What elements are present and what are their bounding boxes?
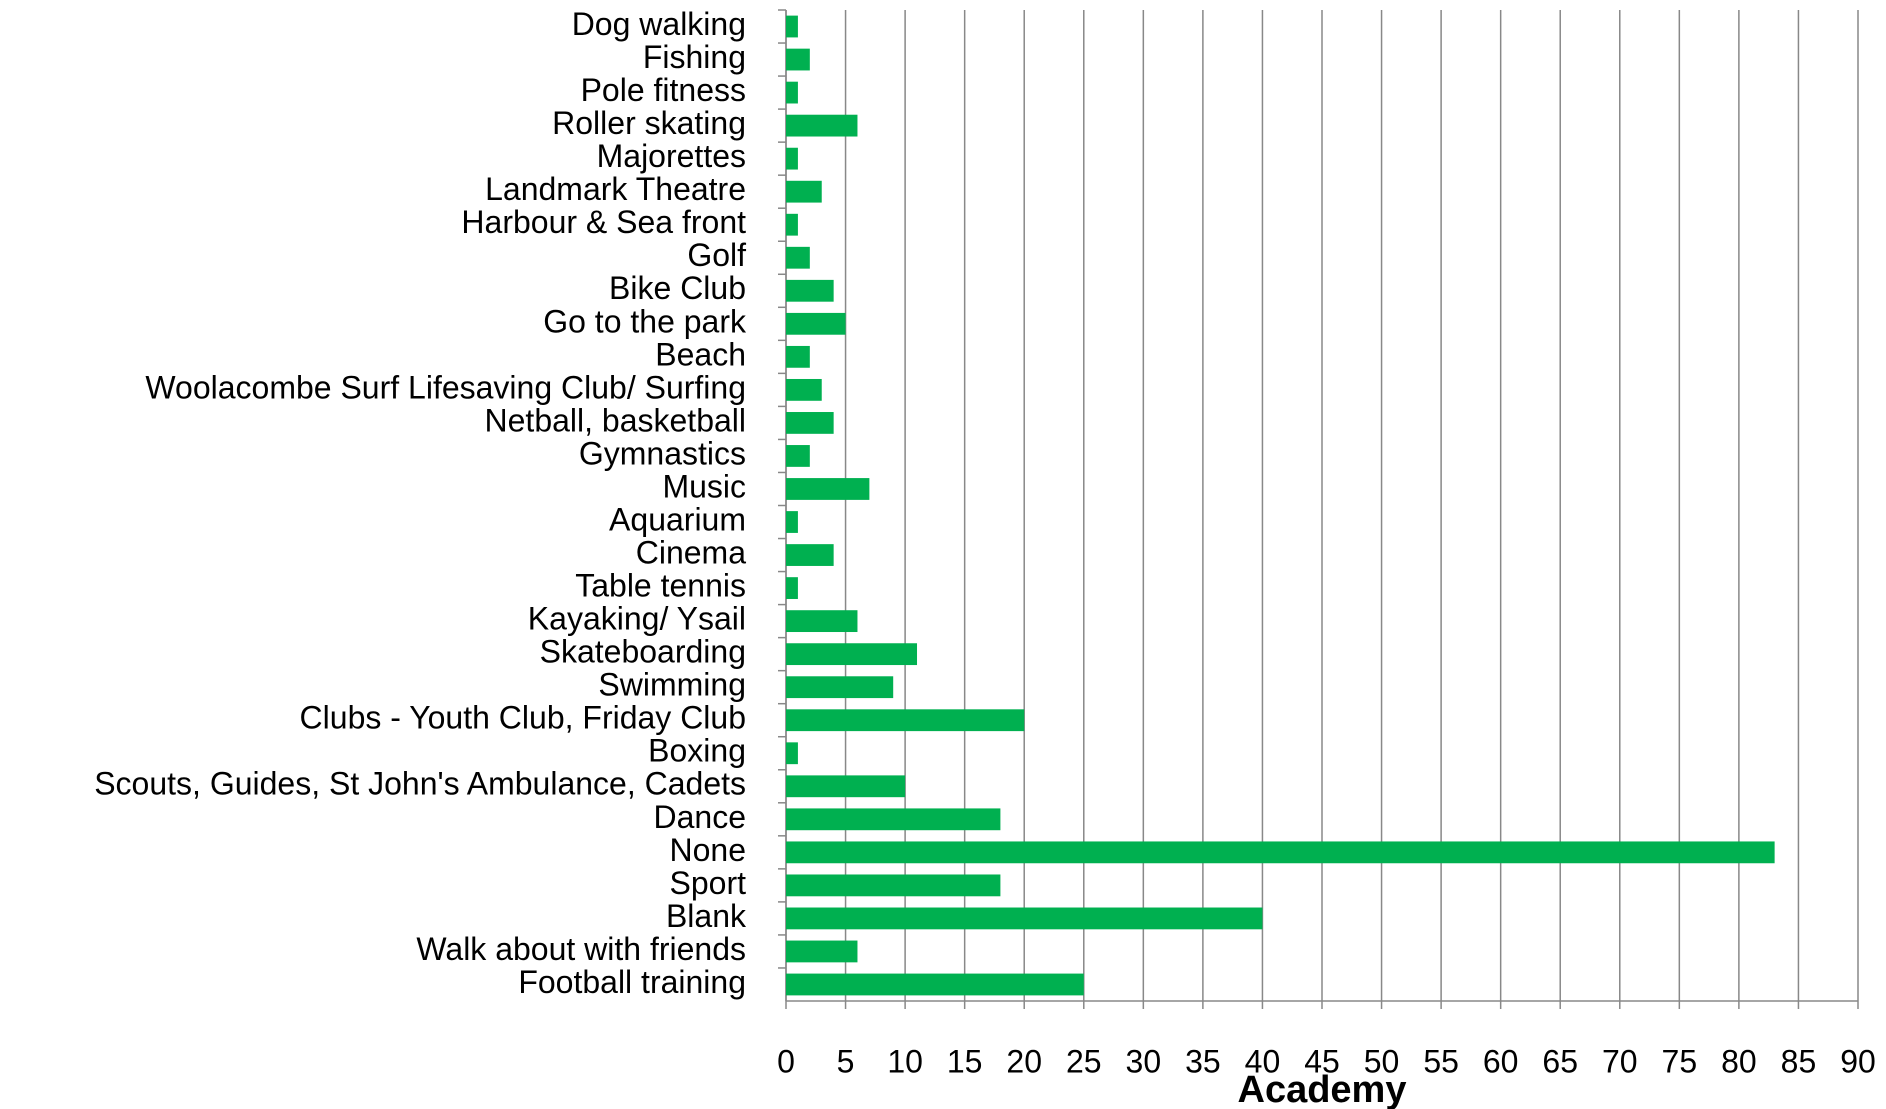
y-tick-label: Scouts, Guides, St John's Ambulance, Cad… (94, 766, 746, 802)
y-tick-label: Cinema (636, 535, 746, 571)
y-tick-label: Music (662, 468, 746, 504)
y-tick-label: Aquarium (609, 501, 746, 537)
y-tick-label: Woolacombe Surf Lifesaving Club/ Surfing (145, 369, 746, 405)
x-tick-label: 60 (1483, 1043, 1519, 1079)
x-tick-label: 40 (1245, 1043, 1281, 1079)
bar (786, 15, 798, 38)
bar (786, 841, 1775, 864)
y-tick-label: Table tennis (575, 568, 746, 604)
x-tick-label: 30 (1126, 1043, 1162, 1079)
y-tick-label: Dog walking (572, 6, 746, 42)
bar (786, 676, 894, 699)
x-tick-label: 25 (1066, 1043, 1102, 1079)
x-tick-label: 45 (1304, 1043, 1340, 1079)
x-axis-label: Academy (1238, 1069, 1407, 1109)
x-tick-label: 35 (1185, 1043, 1221, 1079)
x-tick-label: 90 (1840, 1043, 1876, 1079)
x-tick-label: 75 (1662, 1043, 1698, 1079)
y-tick-label: Bike Club (609, 270, 746, 306)
bar (786, 478, 870, 500)
x-tick-label: 5 (837, 1043, 855, 1079)
bar (786, 114, 858, 137)
y-tick-label: Swimming (598, 667, 746, 703)
y-tick-label: Majorettes (597, 138, 746, 174)
y-tick-label: Clubs - Youth Club, Friday Club (300, 700, 746, 736)
y-tick-label: Pole fitness (581, 72, 746, 108)
y-tick-label: Go to the park (543, 303, 747, 339)
x-tick-label: 55 (1423, 1043, 1459, 1079)
x-tick-label: 10 (887, 1043, 923, 1079)
y-tick-label: Sport (670, 865, 747, 901)
bar (786, 180, 822, 203)
bar (786, 147, 798, 170)
y-tick-label: Kayaking/ Ysail (528, 601, 746, 637)
bar (786, 511, 798, 533)
bar (786, 742, 798, 765)
y-tick-label: Landmark Theatre (485, 171, 746, 207)
y-tick-label: Roller skating (552, 105, 746, 141)
bar (786, 345, 810, 368)
y-tick-label: Beach (655, 336, 746, 372)
bar (786, 312, 846, 335)
x-tick-label: 85 (1781, 1043, 1817, 1079)
bar (786, 412, 834, 434)
x-tick-label: 70 (1602, 1043, 1638, 1079)
y-tick-label: Fishing (643, 39, 746, 75)
bar (786, 907, 1263, 930)
bar (786, 279, 834, 302)
y-tick-label: None (670, 832, 747, 868)
bar (786, 544, 834, 566)
x-tick-label: 80 (1721, 1043, 1757, 1079)
bar (786, 246, 810, 269)
x-tick-label: 20 (1006, 1043, 1042, 1079)
bar (786, 213, 798, 236)
y-tick-label: Golf (687, 237, 746, 273)
x-tick-label: 0 (777, 1043, 795, 1079)
bar (786, 709, 1025, 732)
y-tick-label: Football training (518, 964, 746, 1000)
y-tick-label: Walk about with friends (416, 931, 746, 967)
bar (786, 874, 1001, 897)
bar (786, 378, 822, 401)
bar (786, 81, 798, 104)
bar (786, 643, 918, 666)
y-tick-label: Skateboarding (540, 634, 746, 670)
bar (786, 48, 810, 71)
bar (786, 445, 810, 467)
y-tick-label: Harbour & Sea front (461, 204, 746, 240)
y-tick-label: Blank (666, 898, 747, 934)
y-tick-label: Gymnastics (579, 435, 746, 471)
bar (786, 775, 906, 798)
x-tick-label: 50 (1364, 1043, 1400, 1079)
y-tick-label: Netball, basketball (485, 402, 746, 438)
bar (786, 808, 1001, 831)
bar (786, 973, 1084, 996)
bar (786, 940, 858, 963)
y-tick-label: Dance (654, 799, 747, 835)
x-tick-label: 15 (947, 1043, 983, 1079)
x-tick-label: 65 (1542, 1043, 1578, 1079)
bar (786, 577, 798, 599)
y-tick-label: Boxing (648, 733, 746, 769)
bar (786, 610, 858, 633)
